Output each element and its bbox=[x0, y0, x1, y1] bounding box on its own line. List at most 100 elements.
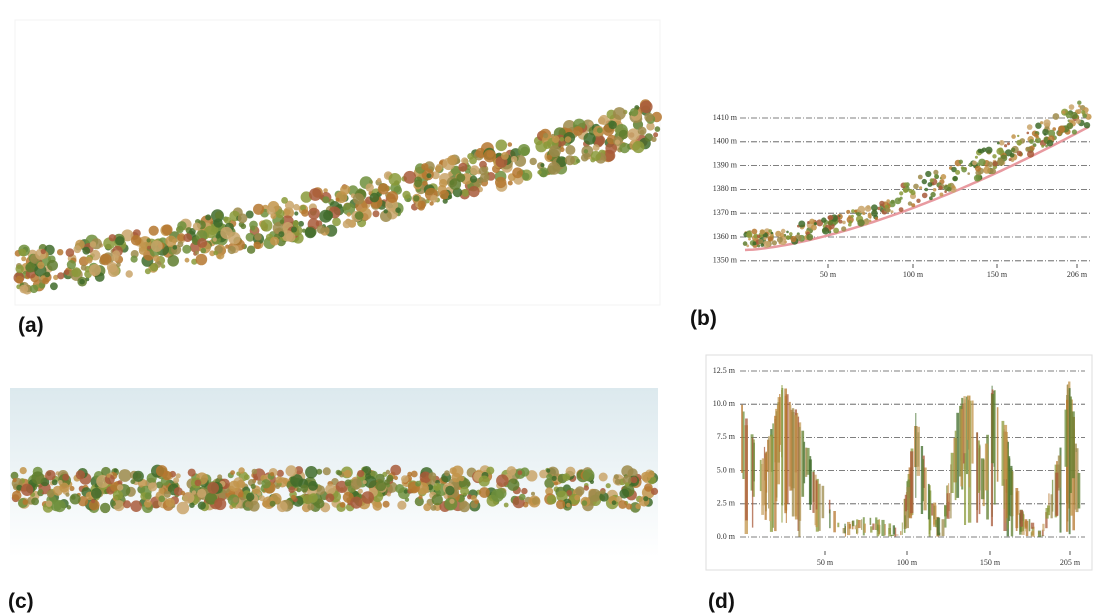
foliage bbox=[449, 499, 454, 504]
foliage bbox=[848, 223, 852, 227]
foliage bbox=[148, 482, 157, 491]
foliage bbox=[857, 219, 864, 226]
foliage bbox=[308, 208, 320, 220]
foliage bbox=[960, 409, 963, 486]
foliage bbox=[952, 185, 955, 188]
panel-label: (b) bbox=[690, 307, 717, 330]
foliage bbox=[985, 147, 992, 154]
foliage bbox=[145, 492, 152, 499]
foliage bbox=[991, 394, 994, 463]
y-tick-label: 1370 m bbox=[713, 208, 738, 217]
foliage bbox=[100, 503, 110, 513]
foliage bbox=[1016, 492, 1018, 531]
foliage bbox=[357, 470, 364, 477]
y-tick-label: 1350 m bbox=[713, 256, 738, 265]
foliage bbox=[521, 488, 527, 494]
foliage bbox=[1078, 105, 1081, 108]
foliage bbox=[423, 503, 431, 511]
foliage bbox=[495, 177, 506, 188]
foliage bbox=[885, 524, 886, 535]
foliage bbox=[922, 179, 927, 184]
foliage bbox=[992, 154, 996, 158]
foliage bbox=[431, 505, 437, 511]
foliage bbox=[401, 475, 409, 483]
foliage bbox=[185, 258, 190, 263]
foliage bbox=[548, 162, 561, 175]
foliage bbox=[933, 506, 935, 520]
foliage bbox=[270, 472, 274, 476]
foliage bbox=[879, 519, 881, 534]
foliage bbox=[107, 262, 118, 273]
foliage bbox=[253, 476, 258, 481]
foliage bbox=[460, 487, 469, 496]
foliage bbox=[350, 497, 362, 509]
foliage bbox=[130, 479, 135, 484]
foliage bbox=[584, 485, 589, 490]
foliage bbox=[1027, 124, 1033, 130]
foliage bbox=[518, 470, 523, 475]
foliage bbox=[597, 127, 603, 133]
foliage bbox=[651, 488, 658, 495]
foliage bbox=[317, 225, 326, 234]
foliage bbox=[459, 501, 470, 512]
foliage bbox=[805, 448, 807, 477]
foliage bbox=[19, 285, 28, 294]
foliage bbox=[910, 190, 915, 195]
foliage bbox=[305, 227, 316, 238]
foliage bbox=[917, 427, 920, 476]
foliage bbox=[935, 520, 937, 528]
foliage bbox=[992, 161, 997, 166]
foliage bbox=[900, 531, 901, 535]
foliage bbox=[745, 419, 748, 521]
foliage bbox=[504, 503, 509, 508]
foliage bbox=[507, 466, 517, 476]
foliage bbox=[851, 215, 854, 218]
foliage bbox=[183, 233, 192, 242]
foliage bbox=[955, 170, 960, 175]
foliage bbox=[972, 161, 977, 166]
foliage bbox=[65, 493, 69, 497]
foliage bbox=[961, 167, 967, 173]
foliage bbox=[377, 178, 381, 182]
foliage bbox=[638, 127, 647, 136]
foliage bbox=[149, 226, 159, 236]
foliage bbox=[116, 262, 121, 267]
foliage bbox=[772, 240, 777, 245]
foliage bbox=[841, 226, 846, 231]
foliage bbox=[798, 221, 805, 228]
foliage bbox=[13, 478, 17, 482]
foliage bbox=[584, 133, 596, 145]
foliage bbox=[58, 480, 63, 485]
foliage bbox=[899, 191, 903, 195]
foliage bbox=[106, 474, 110, 478]
foliage bbox=[23, 499, 29, 505]
foliage bbox=[779, 394, 780, 452]
foliage bbox=[232, 503, 237, 508]
foliage bbox=[556, 500, 565, 509]
foliage bbox=[792, 408, 794, 516]
foliage bbox=[975, 156, 978, 159]
foliage bbox=[159, 496, 166, 503]
foliage bbox=[761, 243, 765, 247]
foliage bbox=[563, 473, 571, 481]
foliage bbox=[444, 470, 450, 476]
foliage bbox=[414, 180, 422, 188]
foliage bbox=[47, 490, 55, 498]
y-tick-label: 1410 m bbox=[713, 113, 738, 122]
foliage bbox=[253, 204, 264, 215]
foliage bbox=[886, 208, 891, 213]
foliage bbox=[942, 519, 945, 536]
foliage bbox=[479, 487, 490, 498]
foliage bbox=[809, 459, 812, 504]
foliage bbox=[554, 482, 558, 486]
x-tick-label: 50 m bbox=[817, 558, 834, 567]
foliage bbox=[386, 191, 398, 203]
foliage bbox=[252, 469, 258, 475]
foliage bbox=[913, 184, 919, 190]
foliage bbox=[395, 484, 404, 493]
foliage bbox=[213, 251, 218, 256]
foliage bbox=[496, 474, 509, 487]
foliage bbox=[1047, 505, 1050, 515]
foliage bbox=[270, 501, 276, 507]
foliage bbox=[1025, 519, 1028, 528]
